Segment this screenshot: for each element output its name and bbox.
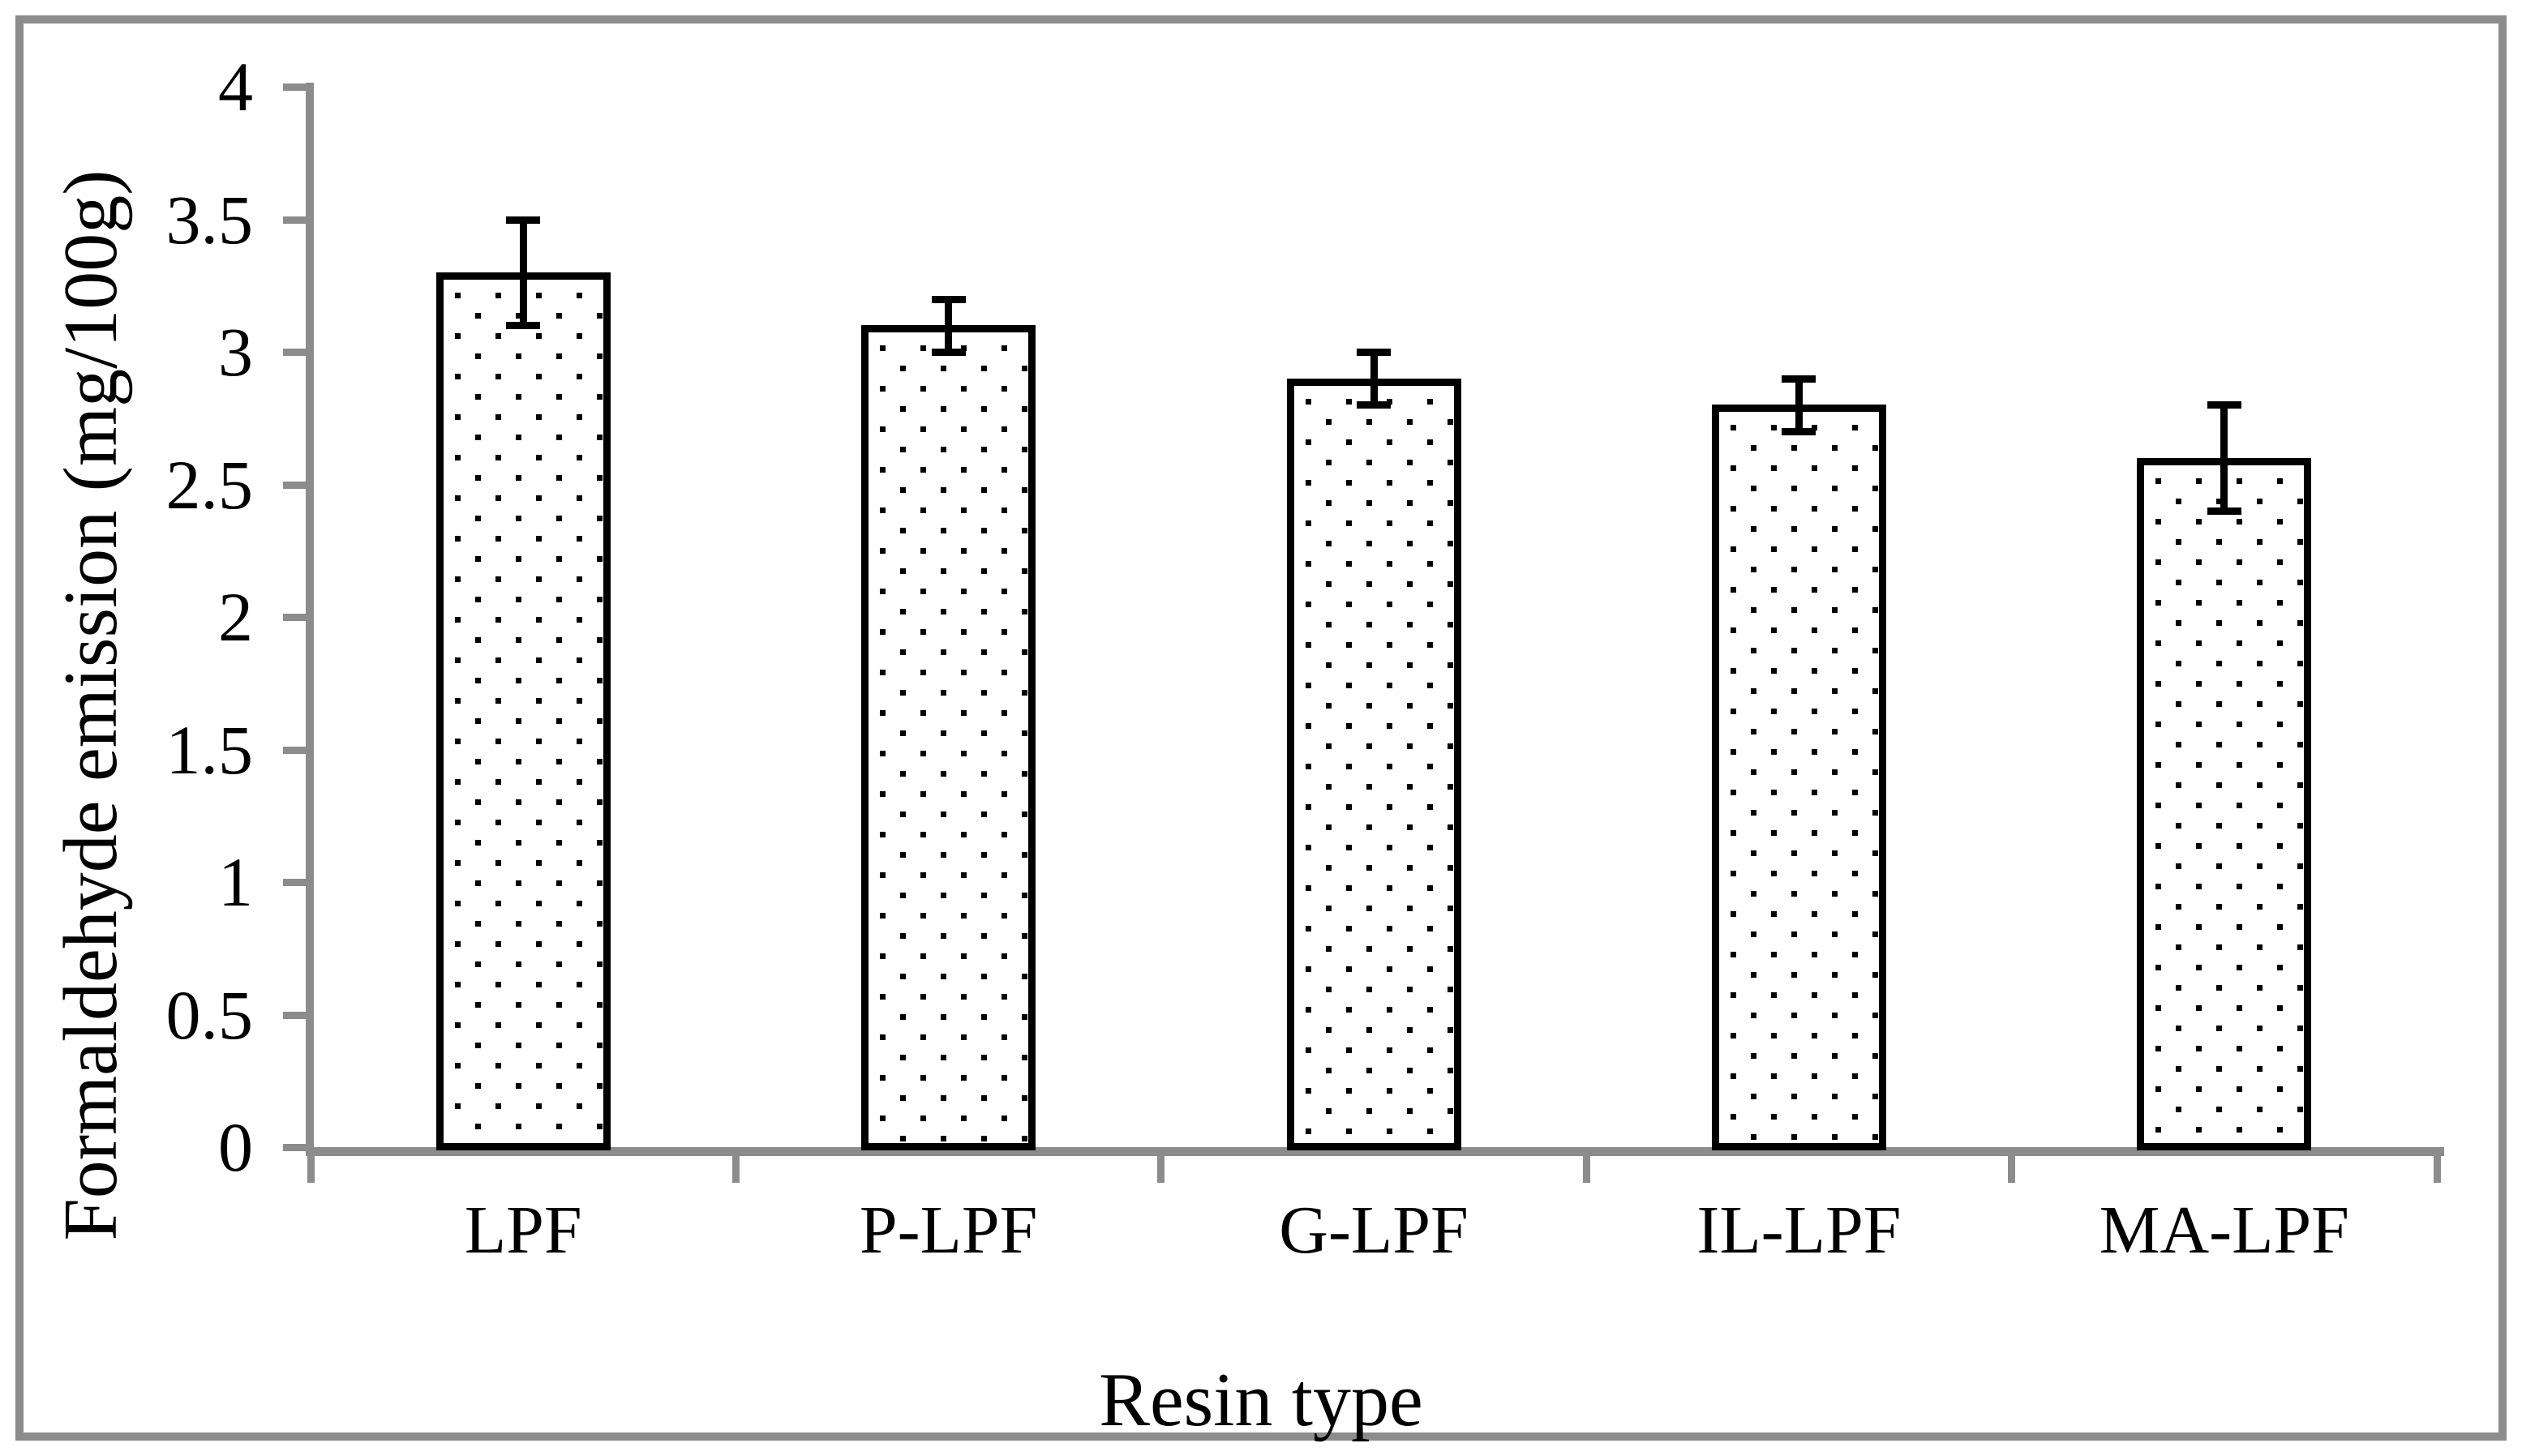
y-tick-label: 3.5 [165, 180, 254, 259]
y-tick-mark [283, 84, 311, 91]
x-axis-title: Resin type [1099, 1358, 1423, 1442]
y-tick-mark [283, 1144, 311, 1151]
x-category-label-MA-LPF: MA-LPF [2099, 1192, 2349, 1268]
bar-P-LPF [861, 325, 1036, 1150]
bar-IL-LPF [1711, 405, 1886, 1150]
error-bar-line [519, 219, 527, 326]
error-bar-line [1795, 378, 1803, 432]
error-bar-cap-bottom [931, 349, 966, 356]
y-tick-label: 4 [218, 48, 253, 126]
y-tick-mark [283, 349, 311, 356]
error-bar-line [1370, 352, 1378, 405]
error-bar-cap-top [2207, 401, 2241, 409]
error-bar-cap-bottom [506, 322, 541, 330]
x-tick-mark [731, 1147, 740, 1183]
x-tick-mark [2433, 1147, 2441, 1183]
y-tick-label: 2 [218, 578, 253, 656]
x-tick-mark [2008, 1147, 2016, 1183]
x-category-label-LPF: LPF [464, 1192, 582, 1268]
error-bar-cap-top [1782, 375, 1816, 383]
y-tick-mark [283, 1011, 311, 1019]
y-tick-label: 1 [218, 843, 253, 921]
error-bar-cap-top [1357, 349, 1391, 356]
x-tick-mark [1157, 1147, 1165, 1183]
x-tick-mark [307, 1147, 315, 1183]
error-bar-cap-top [931, 295, 966, 303]
y-tick-label: 3 [218, 313, 253, 391]
y-tick-mark [283, 879, 311, 886]
y-tick-label: 0 [218, 1108, 253, 1186]
x-category-label-G-LPF: G-LPF [1279, 1192, 1469, 1268]
error-bar-cap-bottom [1357, 401, 1391, 409]
bar-MA-LPF [2137, 457, 2312, 1150]
x-axis-line [306, 1147, 2444, 1156]
y-tick-label: 0.5 [165, 975, 254, 1054]
figure-border [15, 15, 2507, 1441]
error-bar-cap-bottom [2207, 507, 2241, 516]
x-category-label-IL-LPF: IL-LPF [1696, 1192, 1902, 1268]
y-tick-label: 1.5 [165, 710, 254, 789]
error-bar-line [945, 298, 953, 352]
error-bar-line [2220, 405, 2228, 512]
y-tick-mark [283, 481, 311, 489]
error-bar-cap-top [506, 216, 541, 224]
bar-G-LPF [1286, 378, 1461, 1150]
bar-LPF [435, 272, 611, 1150]
y-tick-mark [283, 614, 311, 621]
x-tick-mark [1582, 1147, 1590, 1183]
y-tick-label: 2.5 [165, 445, 254, 524]
y-tick-mark [283, 746, 311, 754]
y-tick-mark [283, 216, 311, 224]
x-category-label-P-LPF: P-LPF [859, 1192, 1038, 1268]
error-bar-cap-bottom [1782, 428, 1816, 436]
